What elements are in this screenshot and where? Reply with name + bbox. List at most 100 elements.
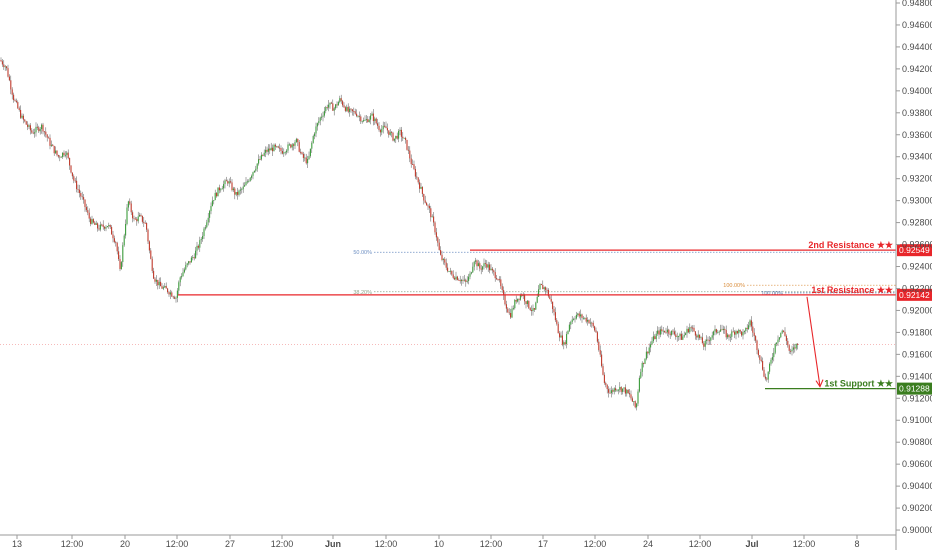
- candle-up: [34, 132, 36, 134]
- candle-up: [202, 235, 204, 239]
- candle-up: [263, 152, 265, 156]
- price-tick-label: 0.91800: [902, 327, 932, 337]
- candle-down: [73, 176, 75, 181]
- price-axis[interactable]: 0.94800 0.94600 0.94400 0.94200 0.94000 0.938…: [895, 0, 932, 550]
- candle-up: [403, 137, 405, 139]
- candle-up: [617, 389, 619, 391]
- candle-down: [557, 323, 559, 334]
- candle-down: [340, 98, 342, 102]
- candle-down: [174, 297, 176, 299]
- price-tick-label: 0.92800: [902, 218, 932, 228]
- candle-up: [228, 181, 230, 184]
- candle-up: [55, 150, 57, 154]
- candle-down: [668, 329, 670, 334]
- price-tick-label: 0.93800: [902, 108, 932, 118]
- candle-up: [210, 206, 212, 212]
- candle-down: [413, 164, 415, 170]
- candlesticks: [0, 57, 799, 411]
- candle-down: [559, 333, 561, 338]
- price-levels: 2nd Resistance ★★ 0.92549 1st Resistance ★…: [178, 240, 932, 395]
- candle-down: [134, 218, 136, 220]
- candle-down: [386, 128, 388, 131]
- candle-down: [148, 241, 150, 251]
- candle-down: [372, 113, 374, 122]
- candle-down: [115, 241, 117, 243]
- price-tick-label: 0.90000: [902, 525, 932, 535]
- candle-up: [199, 240, 201, 248]
- candle-down: [225, 180, 227, 182]
- candle-up: [382, 125, 384, 130]
- candle-up: [781, 330, 783, 333]
- candle-down: [440, 250, 442, 255]
- candle-down: [277, 146, 279, 148]
- candle-down: [118, 251, 120, 260]
- candle-down: [150, 250, 152, 259]
- candle-down: [552, 301, 554, 310]
- candle-down: [351, 109, 353, 112]
- candle-down: [136, 218, 138, 222]
- candle-down: [462, 279, 464, 281]
- candle-up: [729, 336, 731, 338]
- candle-down: [542, 284, 544, 290]
- candle-down: [725, 330, 727, 338]
- candle-up: [777, 339, 779, 343]
- candle-up: [685, 333, 687, 335]
- candle-down: [533, 308, 535, 310]
- candle-up: [255, 168, 257, 171]
- candle-down: [707, 339, 709, 341]
- candle-up: [710, 337, 712, 341]
- candle-up: [431, 216, 433, 218]
- candle-up: [662, 330, 664, 332]
- candle-down: [279, 147, 281, 149]
- candle-up: [395, 135, 397, 139]
- candle-up: [610, 390, 612, 394]
- candle-down: [414, 169, 416, 177]
- candle-down: [764, 376, 766, 379]
- candle-up: [308, 156, 310, 160]
- candle-down: [421, 186, 423, 194]
- candle-up: [645, 351, 647, 359]
- candle-up: [214, 192, 216, 201]
- candle-up: [21, 115, 23, 118]
- candle-up: [206, 222, 208, 228]
- candle-down: [741, 331, 743, 336]
- candle-up: [575, 314, 577, 319]
- candle-down: [391, 132, 393, 133]
- candle-up: [186, 263, 188, 266]
- candle-up: [221, 188, 223, 190]
- candle-up: [466, 280, 468, 282]
- candle-up: [183, 269, 185, 273]
- level-price-badge: [897, 382, 932, 395]
- fib-label: 100.00%: [761, 291, 783, 297]
- candle-down: [326, 107, 328, 108]
- candle-down: [561, 335, 563, 345]
- candle-down: [787, 340, 789, 346]
- candle-up: [771, 357, 773, 360]
- candle-down: [588, 319, 590, 324]
- candle-up: [399, 129, 401, 131]
- candle-down: [356, 113, 358, 117]
- candle-up: [137, 216, 139, 222]
- candle-down: [298, 142, 300, 152]
- candle-up: [265, 149, 267, 153]
- price-tick-label: 0.90400: [902, 481, 932, 491]
- candle-down: [605, 382, 607, 385]
- candle-down: [405, 137, 407, 140]
- time-axis[interactable]: 13 12:00 20 12:00 27 12:00 Jun 12:00 10 12:00 17 12…: [0, 534, 896, 549]
- candle-up: [389, 132, 391, 135]
- price-tick-label: 0.94600: [902, 20, 932, 30]
- candle-down: [24, 119, 26, 122]
- candle-up: [468, 276, 470, 281]
- price-tick-label: 0.91600: [902, 349, 932, 359]
- candle-down: [476, 260, 478, 267]
- candle-up: [333, 108, 335, 111]
- candle-up: [357, 115, 359, 117]
- candle-down: [500, 279, 502, 287]
- candle-down: [151, 258, 153, 271]
- candle-down: [216, 192, 218, 197]
- candle-up: [442, 259, 444, 260]
- candle-down: [458, 279, 460, 281]
- candle-down: [52, 144, 54, 146]
- candle-up: [589, 322, 591, 324]
